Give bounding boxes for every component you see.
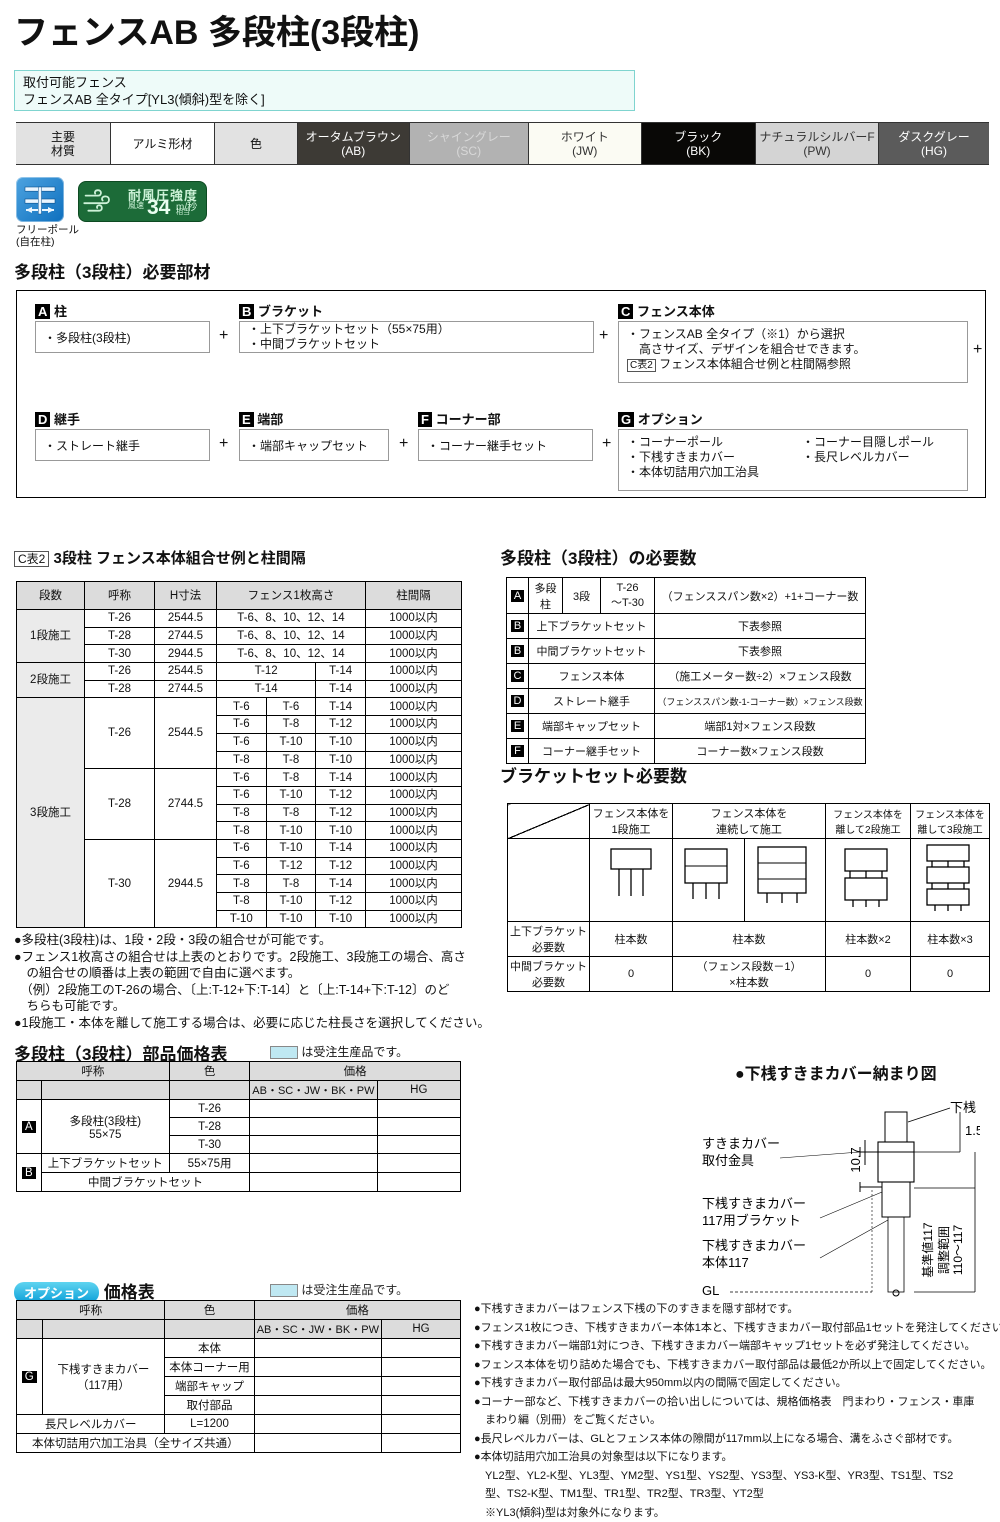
svg-text:下桟すきまカバー: 下桟すきまカバー xyxy=(702,1196,806,1211)
svg-text:すきまカバー: すきまカバー xyxy=(702,1136,780,1151)
svg-text:110～117: 110～117 xyxy=(951,1225,965,1276)
svg-text:10.7: 10.7 xyxy=(848,1147,863,1172)
svg-text:基準値117: 基準値117 xyxy=(920,1222,935,1277)
svg-text:1.5: 1.5 xyxy=(965,1123,980,1138)
svg-text:GL: GL xyxy=(702,1283,719,1298)
svg-text:本体117: 本体117 xyxy=(702,1255,749,1270)
svg-text:下桟すきまカバー: 下桟すきまカバー xyxy=(702,1238,806,1253)
svg-text:117用ブラケット: 117用ブラケット xyxy=(702,1213,801,1228)
svg-text:下桟: 下桟 xyxy=(950,1100,976,1115)
svg-text:調整範囲: 調整範囲 xyxy=(936,1226,951,1274)
svg-text:取付金具: 取付金具 xyxy=(702,1153,754,1168)
